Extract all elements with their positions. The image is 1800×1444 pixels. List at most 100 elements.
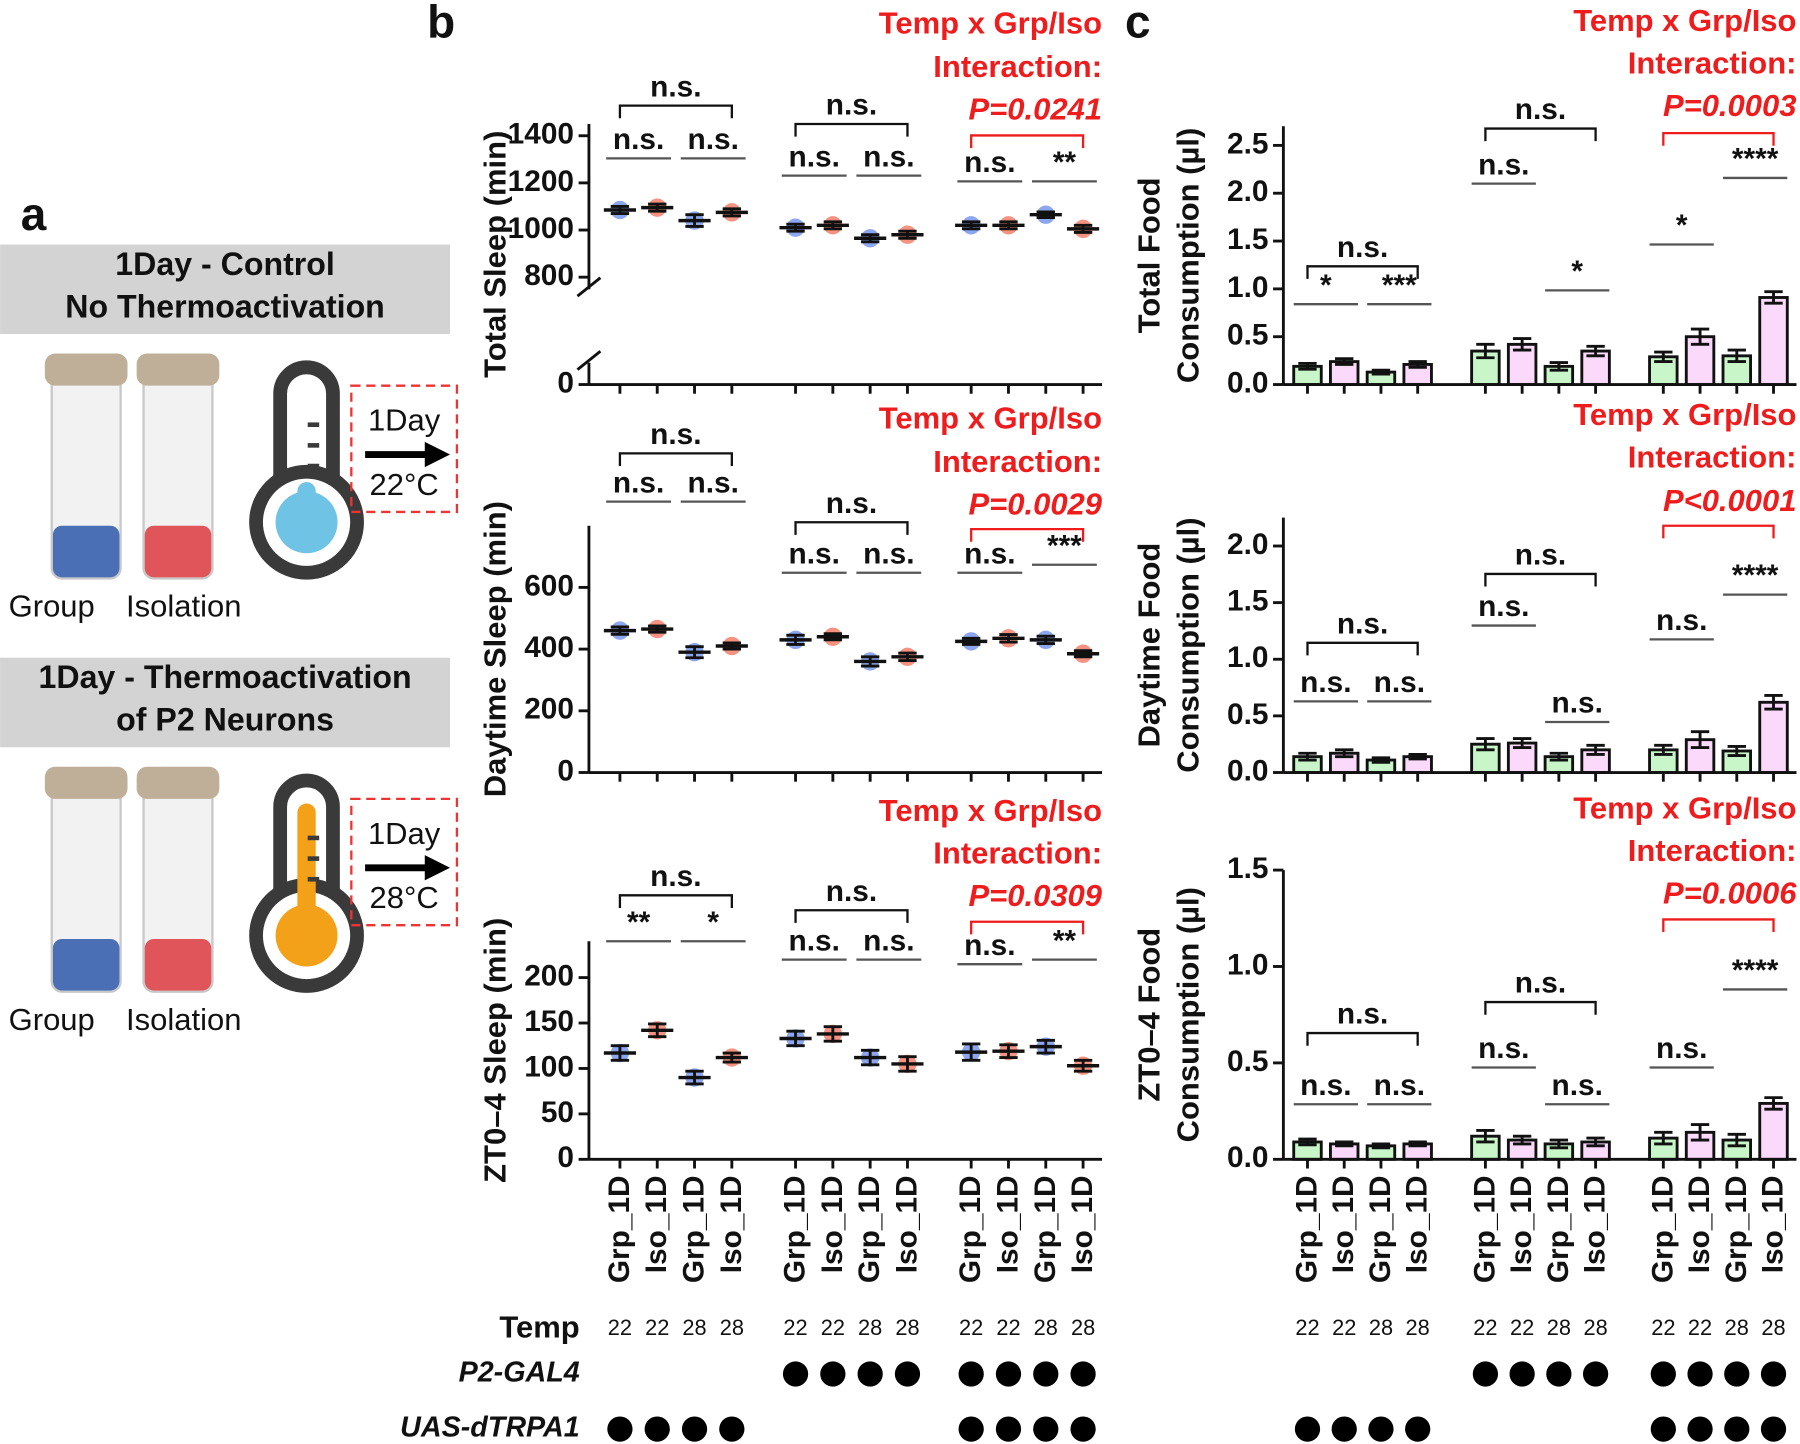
- y-tick-label: 1.5: [1227, 852, 1268, 885]
- interaction-text: Interaction:: [933, 444, 1102, 479]
- arrow-head: [424, 441, 451, 468]
- y-tick-label: 0.5: [1227, 319, 1268, 352]
- significance: ****: [1732, 954, 1779, 987]
- error-bar: [823, 1025, 843, 1043]
- x-tick-label: Iso_1D: [1066, 1175, 1099, 1273]
- x-tick-label: Iso_1D: [1401, 1175, 1434, 1273]
- x-tick-label: Grp_1D: [1646, 1175, 1679, 1283]
- genotype-dot: [1724, 1416, 1750, 1442]
- bracket: [618, 452, 733, 467]
- error-bar: [860, 655, 880, 668]
- condition-title: of P2 Neurons: [116, 701, 334, 737]
- significance: n.s.: [789, 537, 840, 570]
- x-tick-label: Iso_1D: [816, 1175, 849, 1273]
- y-tick-label: 1.5: [1227, 223, 1268, 256]
- error-bar: [648, 624, 667, 634]
- error-bar: [1727, 348, 1746, 364]
- panel-label: a: [21, 188, 47, 240]
- temp-value: 22: [821, 1315, 845, 1340]
- interaction-bracket: [1662, 524, 1775, 539]
- significance: n.s.: [1478, 148, 1529, 181]
- interaction-text: Temp x Grp/Iso: [879, 793, 1102, 828]
- error-bar: [1727, 745, 1746, 757]
- y-tick-label: 1400: [508, 118, 574, 151]
- temperature: 28°C: [370, 880, 439, 915]
- genotype-dot: [1070, 1361, 1096, 1387]
- genotype-dot: [607, 1416, 633, 1442]
- significance: n.s.: [1656, 604, 1707, 637]
- genotype-dot: [1033, 1416, 1059, 1442]
- interaction-bracket: [970, 920, 1085, 935]
- error-bar: [1654, 743, 1673, 756]
- y-tick-label: 2.0: [1227, 175, 1268, 208]
- genotype-dot: [1724, 1361, 1750, 1387]
- genotype-dot: [1405, 1416, 1431, 1442]
- genotype-dot: [1760, 1416, 1787, 1442]
- tube-cap: [44, 353, 128, 386]
- genotype-dot: [1650, 1416, 1676, 1442]
- error-bar: [999, 220, 1018, 231]
- y-tick-label: 0.0: [1227, 1141, 1268, 1174]
- error-bar: [898, 651, 917, 662]
- genotype-dot: [820, 1361, 846, 1387]
- error-bar: [999, 633, 1018, 644]
- significance: ***: [1047, 529, 1082, 562]
- error-bar: [610, 1044, 630, 1062]
- significance: n.s.: [826, 875, 877, 908]
- temp-value: 22: [1651, 1315, 1675, 1340]
- y-axis-label: Consumption (µl): [1171, 517, 1206, 772]
- condition-title: 1Day - Control: [115, 246, 335, 282]
- temp-value: 28: [720, 1315, 744, 1340]
- interaction-bracket: [1662, 918, 1775, 933]
- significance: n.s.: [687, 466, 738, 499]
- y-tick-label: 1.0: [1227, 641, 1268, 674]
- y-axis-label: ZT0–4 Sleep (min): [477, 918, 512, 1183]
- temp-value: 28: [858, 1315, 882, 1340]
- interaction-text: Temp x Grp/Iso: [1573, 397, 1796, 432]
- temp-value: 22: [645, 1315, 669, 1340]
- bar: [1758, 1101, 1789, 1161]
- genotype-dot: [644, 1416, 670, 1442]
- significance: n.s.: [1337, 998, 1388, 1031]
- interaction-text: Interaction:: [933, 835, 1102, 870]
- y-tick-label: 0: [557, 366, 574, 399]
- significance: n.s.: [613, 123, 664, 156]
- error-bar: [1073, 223, 1093, 234]
- error-bar: [1512, 337, 1532, 352]
- error-bar: [1549, 361, 1569, 372]
- error-bar: [685, 1069, 704, 1086]
- error-bar: [1371, 1142, 1391, 1150]
- interaction-text: Interaction:: [1628, 439, 1797, 474]
- interaction-text: P=0.0309: [968, 878, 1102, 913]
- panel-label: c: [1125, 0, 1151, 47]
- interaction-text: Temp x Grp/Iso: [879, 5, 1102, 40]
- x-tick-label: Grp_1D: [678, 1175, 711, 1283]
- error-bar: [1690, 1123, 1710, 1142]
- error-bar: [722, 1051, 742, 1064]
- y-axis-label: Daytime Sleep (min): [477, 501, 512, 797]
- significance: **: [1053, 924, 1077, 957]
- x-tick-label: Iso_1D: [890, 1175, 923, 1273]
- error-bar: [1408, 1140, 1427, 1148]
- genotype-dot: [857, 1361, 883, 1387]
- significance: n.s.: [1552, 1069, 1603, 1102]
- temp-value: 28: [1761, 1315, 1785, 1340]
- error-bar: [1335, 1140, 1354, 1148]
- y-axis-label: Total Sleep (min): [477, 131, 512, 378]
- error-bar: [1727, 1132, 1746, 1148]
- error-bar: [648, 202, 667, 213]
- significance: n.s.: [863, 924, 914, 957]
- error-bar: [1586, 743, 1605, 756]
- significance: *: [1676, 209, 1688, 242]
- error-bar: [1073, 649, 1093, 659]
- y-tick-label: 50: [541, 1096, 574, 1129]
- temp-label: Temp: [499, 1309, 579, 1344]
- genotype-dot: [1472, 1361, 1499, 1387]
- temp-value: 28: [895, 1315, 919, 1340]
- interaction-text: P<0.0001: [1663, 483, 1797, 518]
- interaction-text: Temp x Grp/Iso: [879, 400, 1102, 435]
- y-tick-label: 0.0: [1227, 366, 1268, 399]
- genotype-dot: [1650, 1361, 1676, 1387]
- thermometer-fluid-bulb: [275, 491, 338, 554]
